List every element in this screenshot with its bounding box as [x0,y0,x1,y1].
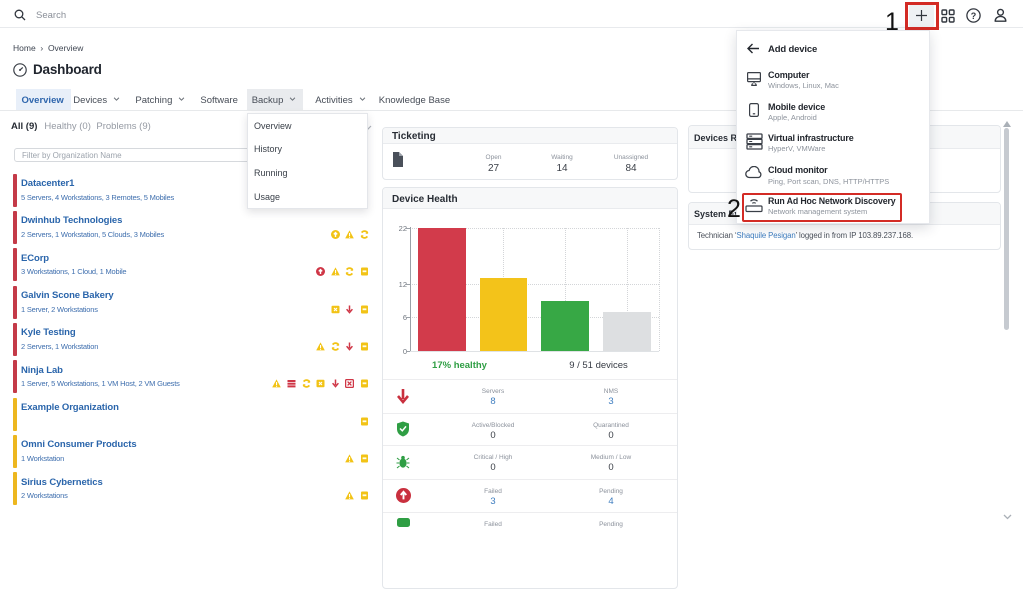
svg-text:?: ? [971,11,977,21]
